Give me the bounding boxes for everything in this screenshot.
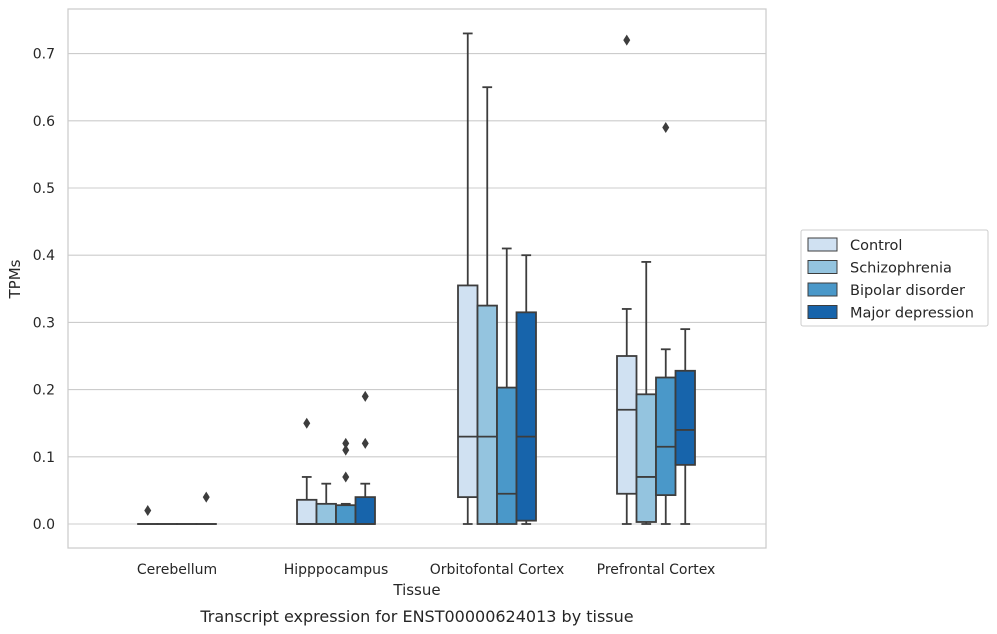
y-tick-labels: 0.0 0.1 0.2 0.3 0.4 0.5 0.6 0.7: [33, 47, 55, 533]
x-tick-label: Cerebellum: [137, 562, 217, 578]
box-plot: [335, 437, 357, 525]
x-tick-label: Orbitofontal Cortex: [430, 562, 565, 578]
box: [296, 498, 318, 525]
outlier-point: [342, 471, 350, 483]
chart-caption: Transcript expression for ENST0000062401…: [199, 607, 633, 626]
box-plot: [195, 491, 217, 525]
box-plot: [137, 505, 159, 525]
box-plot: [296, 417, 318, 525]
outlier-point: [342, 444, 350, 456]
grid-lines: [68, 53, 766, 525]
box-plots: [137, 32, 696, 525]
outlier-point: [361, 437, 369, 449]
box-plot: [496, 247, 518, 525]
outlier-point: [361, 390, 369, 402]
box-plot: [315, 482, 337, 525]
box-plot: [674, 328, 696, 525]
y-tick-label: 0.3: [33, 315, 55, 331]
outlier-point: [662, 122, 670, 134]
box-plot: [655, 122, 677, 525]
box-plot: [635, 261, 657, 525]
box-plot: [354, 390, 376, 525]
legend-label: Major depression: [850, 306, 974, 322]
legend: Control Schizophrenia Bipolar disorder Majo…: [800, 229, 989, 327]
box: [496, 386, 518, 525]
y-tick-label: 0.1: [33, 450, 55, 466]
outlier-point: [202, 491, 210, 503]
box: [457, 284, 479, 499]
box-plot: [457, 32, 479, 525]
legend-swatch: [807, 282, 838, 297]
box: [616, 355, 638, 495]
outlier-point: [342, 437, 350, 449]
box: [635, 393, 657, 523]
outlier-point: [623, 34, 631, 46]
x-tick-label: Prefrontal Cortex: [597, 562, 716, 578]
box-plot: [616, 34, 638, 525]
legend-label: Bipolar disorder: [850, 283, 965, 299]
box-plot: [476, 86, 498, 525]
box: [674, 369, 696, 466]
x-tick-label: Hipppocampus: [284, 562, 389, 578]
box: [515, 311, 537, 522]
box: [315, 502, 337, 525]
legend-swatch: [807, 260, 838, 274]
box: [476, 304, 498, 525]
box: [335, 504, 357, 525]
box: [354, 496, 376, 525]
y-tick-label: 0.6: [33, 114, 55, 130]
outlier-point: [144, 505, 152, 517]
y-tick-label: 0.0: [33, 517, 55, 533]
y-tick-label: 0.4: [33, 248, 55, 264]
x-tick-labels: Cerebellum Hipppocampus Orbitofontal Corte…: [137, 562, 715, 578]
legend-swatch: [807, 237, 838, 252]
y-tick-label: 0.5: [33, 181, 55, 197]
y-axis-title: TPMs: [6, 259, 24, 299]
legend-frame: [800, 229, 989, 327]
legend-label: Control: [850, 238, 902, 254]
box-plot: [515, 254, 537, 525]
box: [655, 376, 677, 497]
y-tick-label: 0.7: [33, 47, 55, 63]
y-tick-label: 0.2: [33, 383, 55, 399]
legend-label: Schizophrenia: [850, 261, 952, 277]
plot-frame: [67, 8, 767, 549]
legend-swatch: [807, 305, 838, 319]
x-axis-title: Tissue: [392, 581, 440, 599]
outlier-point: [303, 417, 311, 429]
